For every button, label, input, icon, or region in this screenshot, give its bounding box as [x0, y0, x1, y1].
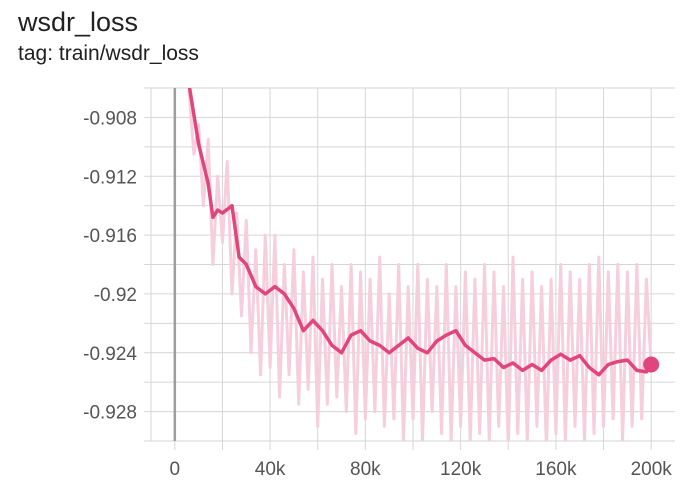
raw-series-line	[187, 90, 653, 441]
x-tick-label: 160k	[535, 459, 577, 480]
chart-tag-subtitle: tag: train/wsdr_loss	[18, 42, 199, 65]
y-tick-label: -0.916	[83, 226, 137, 247]
y-tick-label: -0.924	[83, 344, 137, 365]
plot-area	[187, 88, 660, 441]
chart-title: wsdr_loss	[18, 7, 139, 37]
smoothed-series-line	[187, 88, 653, 377]
y-tick-label: -0.928	[83, 403, 137, 424]
x-tick-label: 120k	[440, 459, 482, 480]
x-tick-label: 200k	[631, 459, 673, 480]
y-tick-label: -0.908	[83, 108, 137, 129]
x-tick-label: 0	[170, 459, 181, 480]
x-tick-label: 40k	[255, 459, 286, 480]
y-axis-labels: -0.928 -0.924 -0.92 -0.916 -0.912 -0.908	[83, 108, 137, 423]
x-tick-label: 80k	[350, 459, 381, 480]
y-tick-label: -0.92	[94, 285, 137, 306]
x-axis-labels: 0 40k 80k 120k 160k 200k	[170, 459, 673, 480]
y-tick-label: -0.912	[83, 167, 137, 188]
last-value-marker	[643, 356, 660, 373]
